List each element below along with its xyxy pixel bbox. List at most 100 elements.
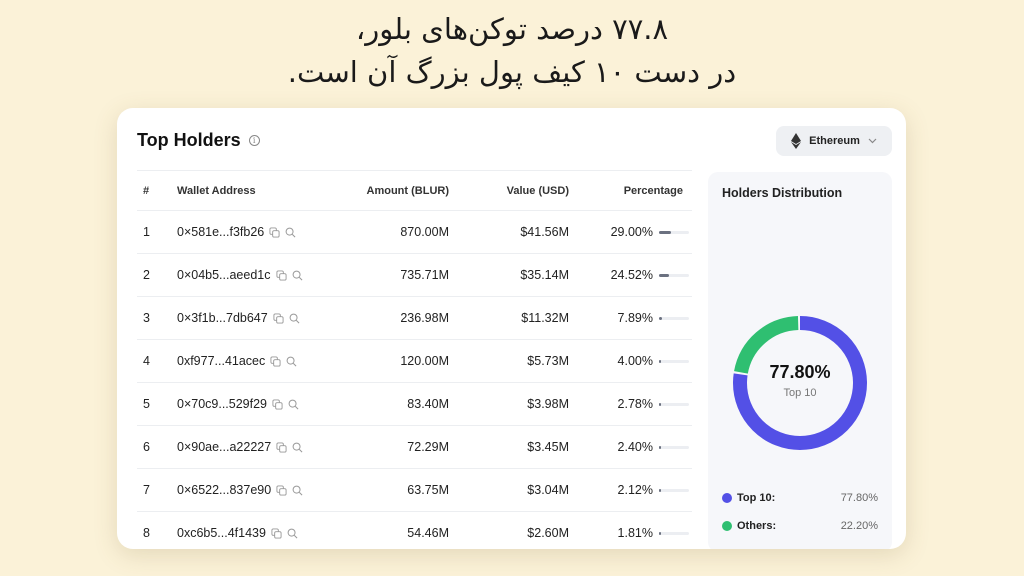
search-icon[interactable] [287, 528, 298, 539]
table-row[interactable]: 3 0×3f1b...7db647 236.98M $11.32M 7.89% [137, 297, 692, 340]
value-cell: $5.73M [527, 354, 569, 368]
amount-cell: 870.00M [400, 225, 449, 239]
info-icon[interactable]: i [248, 135, 260, 146]
percentage-value: 1.81% [617, 526, 653, 540]
legend-value: 77.80% [840, 492, 878, 504]
percentage-bar [659, 531, 689, 535]
wallet-address[interactable]: 0×6522...837e90 [177, 483, 272, 497]
legend-dot-others [722, 521, 732, 531]
table-row[interactable]: 2 0×04b5...aeed1c 735.71M $35.14M 24.52% [137, 254, 692, 297]
donut-center: 77.80% Top 10 [732, 362, 868, 399]
search-icon[interactable] [286, 356, 297, 367]
amount-cell: 735.71M [400, 268, 449, 282]
copy-icon[interactable] [276, 484, 287, 496]
percentage-bar-fill [659, 316, 663, 320]
table-row[interactable]: 4 0xf977...41acec 120.00M $5.73M 4.00% [137, 340, 692, 383]
percentage-value: 29.00% [610, 225, 653, 239]
copy-icon[interactable] [270, 355, 281, 367]
amount-cell: 54.46M [407, 526, 449, 540]
legend-value: 22.20% [840, 520, 878, 532]
donut-segment-top10[interactable] [733, 316, 867, 450]
header-percentage: Percentage [623, 184, 683, 197]
percentage-cell: 4.00% [569, 354, 689, 368]
percentage-bar [659, 316, 689, 320]
table-row[interactable]: 6 0×90ae...a22227 72.29M $3.45M 2.40% [137, 426, 692, 469]
row-rank: 8 [143, 526, 150, 540]
percentage-bar [659, 273, 689, 277]
wallet-address[interactable]: 0×581e...f3fb26 [177, 225, 265, 239]
amount-cell: 236.98M [400, 311, 449, 325]
value-cell: $3.45M [527, 440, 569, 454]
search-icon[interactable] [292, 485, 303, 496]
value-cell: $3.04M [527, 483, 569, 497]
search-icon[interactable] [292, 270, 303, 281]
search-icon[interactable] [289, 313, 300, 324]
copy-icon[interactable] [276, 441, 287, 453]
headline-line-1: ۷۷.۸ درصد توکن‌های بلور، [355, 12, 669, 46]
copy-icon[interactable] [273, 312, 284, 324]
percentage-cell: 2.12% [569, 483, 689, 497]
value-cell: $35.14M [520, 268, 569, 282]
copy-icon[interactable] [269, 226, 280, 238]
legend-dot-top10 [722, 493, 732, 503]
table-row[interactable]: 5 0×70c9...529f29 83.40M $3.98M 2.78% [137, 383, 692, 426]
percentage-bar-fill [659, 273, 670, 277]
copy-icon[interactable] [275, 269, 287, 281]
row-rank: 3 [143, 311, 150, 325]
search-icon[interactable] [288, 399, 299, 410]
donut-center-value: 77.80% [769, 362, 831, 382]
percentage-cell: 7.89% [569, 311, 689, 325]
amount-cell: 63.75M [407, 483, 449, 497]
wallet-address[interactable]: 0xc6b5...4f1439 [177, 526, 266, 540]
search-icon[interactable] [285, 227, 296, 238]
legend-label: Top 10: [737, 492, 776, 504]
percentage-bar-fill [659, 230, 672, 234]
row-rank: 7 [143, 483, 150, 497]
wallet-address-cell: 0×90ae...a22227 [177, 440, 327, 454]
table-row[interactable]: 1 0×581e...f3fb26 870.00M $41.56M 29.00% [137, 211, 692, 254]
card-title: Top Holders [137, 130, 241, 150]
percentage-bar-fill [659, 445, 661, 449]
chain-selector-value: Ethereum [809, 135, 860, 147]
wallet-address-cell: 0×6522...837e90 [177, 483, 327, 497]
amount-cell: 83.40M [407, 397, 449, 411]
holders-table: # Wallet Address Amount (BLUR) Value (US… [137, 170, 692, 549]
value-cell: $3.98M [527, 397, 569, 411]
table-row[interactable]: 8 0xc6b5...4f1439 54.46M $2.60M 1.81% [137, 512, 692, 549]
search-icon[interactable] [292, 442, 303, 453]
percentage-bar-fill [659, 402, 661, 406]
wallet-address[interactable]: 0×90ae...a22227 [177, 440, 272, 454]
wallet-address[interactable]: 0×70c9...529f29 [177, 397, 268, 411]
percentage-cell: 2.40% [569, 440, 689, 454]
legend-item-top10: Top 10: 77.80% [722, 492, 878, 504]
legend-label: Others: [737, 520, 777, 532]
table-header-row: # Wallet Address Amount (BLUR) Value (US… [137, 171, 692, 211]
percentage-value: 2.12% [617, 483, 653, 497]
copy-icon[interactable] [272, 398, 283, 410]
top-holders-card: Top Holders i Ethereum # Wallet Address … [117, 108, 906, 549]
legend-item-others: Others: 22.20% [722, 520, 878, 532]
chain-selector-dropdown[interactable]: Ethereum [776, 126, 892, 156]
percentage-value: 7.89% [617, 311, 653, 325]
amount-cell: 72.29M [407, 440, 449, 454]
table-row[interactable]: 7 0×6522...837e90 63.75M $3.04M 2.12% [137, 469, 692, 512]
wallet-address[interactable]: 0xf977...41acec [177, 354, 266, 368]
copy-icon[interactable] [271, 527, 282, 539]
percentage-bar [659, 230, 689, 234]
wallet-address-cell: 0×3f1b...7db647 [177, 311, 327, 325]
row-rank: 1 [143, 225, 150, 239]
percentage-value: 2.40% [617, 440, 653, 454]
percentage-value: 2.78% [617, 397, 653, 411]
percentage-bar-fill [659, 359, 661, 363]
percentage-bar-fill [659, 488, 661, 492]
wallet-address[interactable]: 0×3f1b...7db647 [177, 311, 268, 325]
donut-chart [733, 316, 867, 450]
percentage-bar-fill [659, 531, 661, 535]
row-rank: 5 [143, 397, 150, 411]
value-cell: $41.56M [520, 225, 569, 239]
wallet-address-cell: 0xc6b5...4f1439 [177, 526, 327, 540]
headline-line-2: در دست ۱۰ کیف پول بزرگ آن است. [287, 55, 737, 89]
chevron-down-icon [868, 138, 877, 144]
wallet-address[interactable]: 0×04b5...aeed1c [177, 268, 271, 282]
wallet-address-cell: 0×04b5...aeed1c [177, 268, 327, 282]
